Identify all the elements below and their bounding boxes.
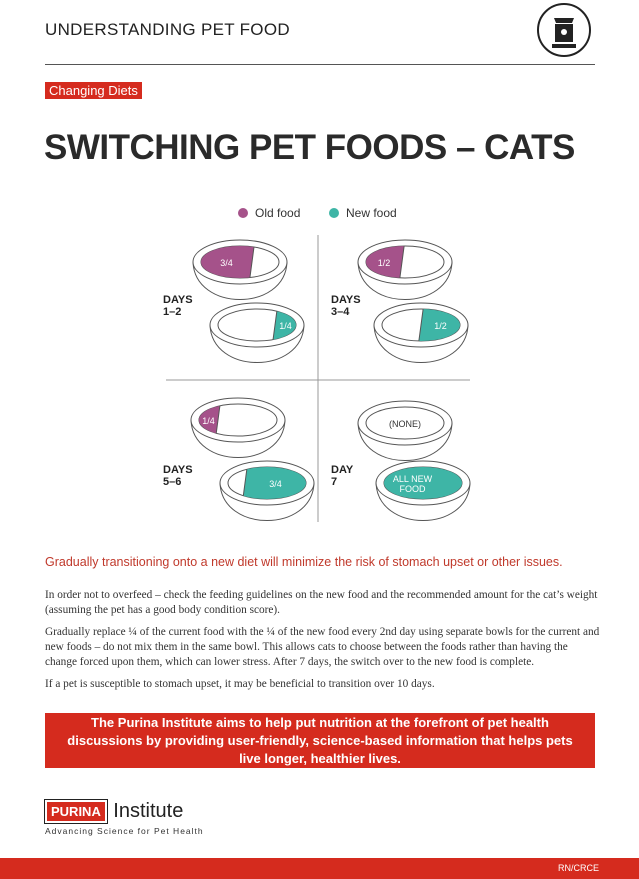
header-icon (537, 3, 591, 57)
bowl-label: 3/4 (269, 479, 282, 489)
logo: PURINA Institute Advancing Science for P… (44, 799, 204, 836)
bowl-inner (365, 406, 445, 440)
bowl-label: ALL NEW (393, 474, 433, 484)
day-range: 3–4 (331, 306, 350, 318)
bowl-label: 3/4 (220, 258, 233, 268)
bowl-label: FOOD (400, 484, 426, 494)
day-range: 1–2 (163, 306, 181, 318)
footer-code: RN/CRCE (557, 863, 599, 873)
section-tag: Changing Diets (45, 82, 142, 99)
legend-swatch (238, 208, 248, 218)
paragraph: Gradually replace ¼ of the current food … (45, 626, 600, 668)
diagram: Old food New food3/41/4DAYS1–21/21/2DAYS3… (163, 206, 471, 522)
banner: The Purina Institute aims to help put nu… (45, 713, 595, 768)
footer-bar: RN/CRCE (0, 858, 639, 879)
bowl-label: 1/2 (434, 321, 447, 331)
paragraph: In order not to overfeed – check the fee… (45, 589, 598, 616)
bowl-label: 1/4 (202, 416, 215, 426)
body-text: In order not to overfeed – check the fee… (45, 588, 600, 699)
logo-tagline: Advancing Science for Pet Health (45, 826, 204, 836)
day-label: DAYS (163, 294, 193, 306)
lead-text: Gradually transitioning onto a new diet … (45, 555, 563, 569)
header-title: UNDERSTANDING PET FOOD (45, 20, 290, 39)
legend-label: New food (346, 206, 397, 220)
page-title: SWITCHING PET FOODS – CATS (44, 128, 575, 167)
day-label: DAYS (163, 464, 193, 476)
logo-name: Institute (113, 800, 184, 822)
bowl-label: (NONE) (389, 419, 421, 429)
legend-label: Old food (255, 206, 300, 220)
paragraph: If a pet is susceptible to stomach upset… (45, 678, 435, 690)
day-label: DAYS (331, 294, 361, 306)
logo-brand: PURINA (44, 799, 108, 824)
day-label: DAY (331, 464, 354, 476)
bowl-label: 1/4 (279, 321, 292, 331)
banner-text: The Purina Institute aims to help put nu… (67, 714, 573, 766)
day-range: 7 (331, 476, 337, 488)
day-range: 5–6 (163, 476, 181, 488)
bowl-label: 1/2 (378, 258, 391, 268)
header-rule (45, 64, 595, 65)
legend-swatch (329, 208, 339, 218)
